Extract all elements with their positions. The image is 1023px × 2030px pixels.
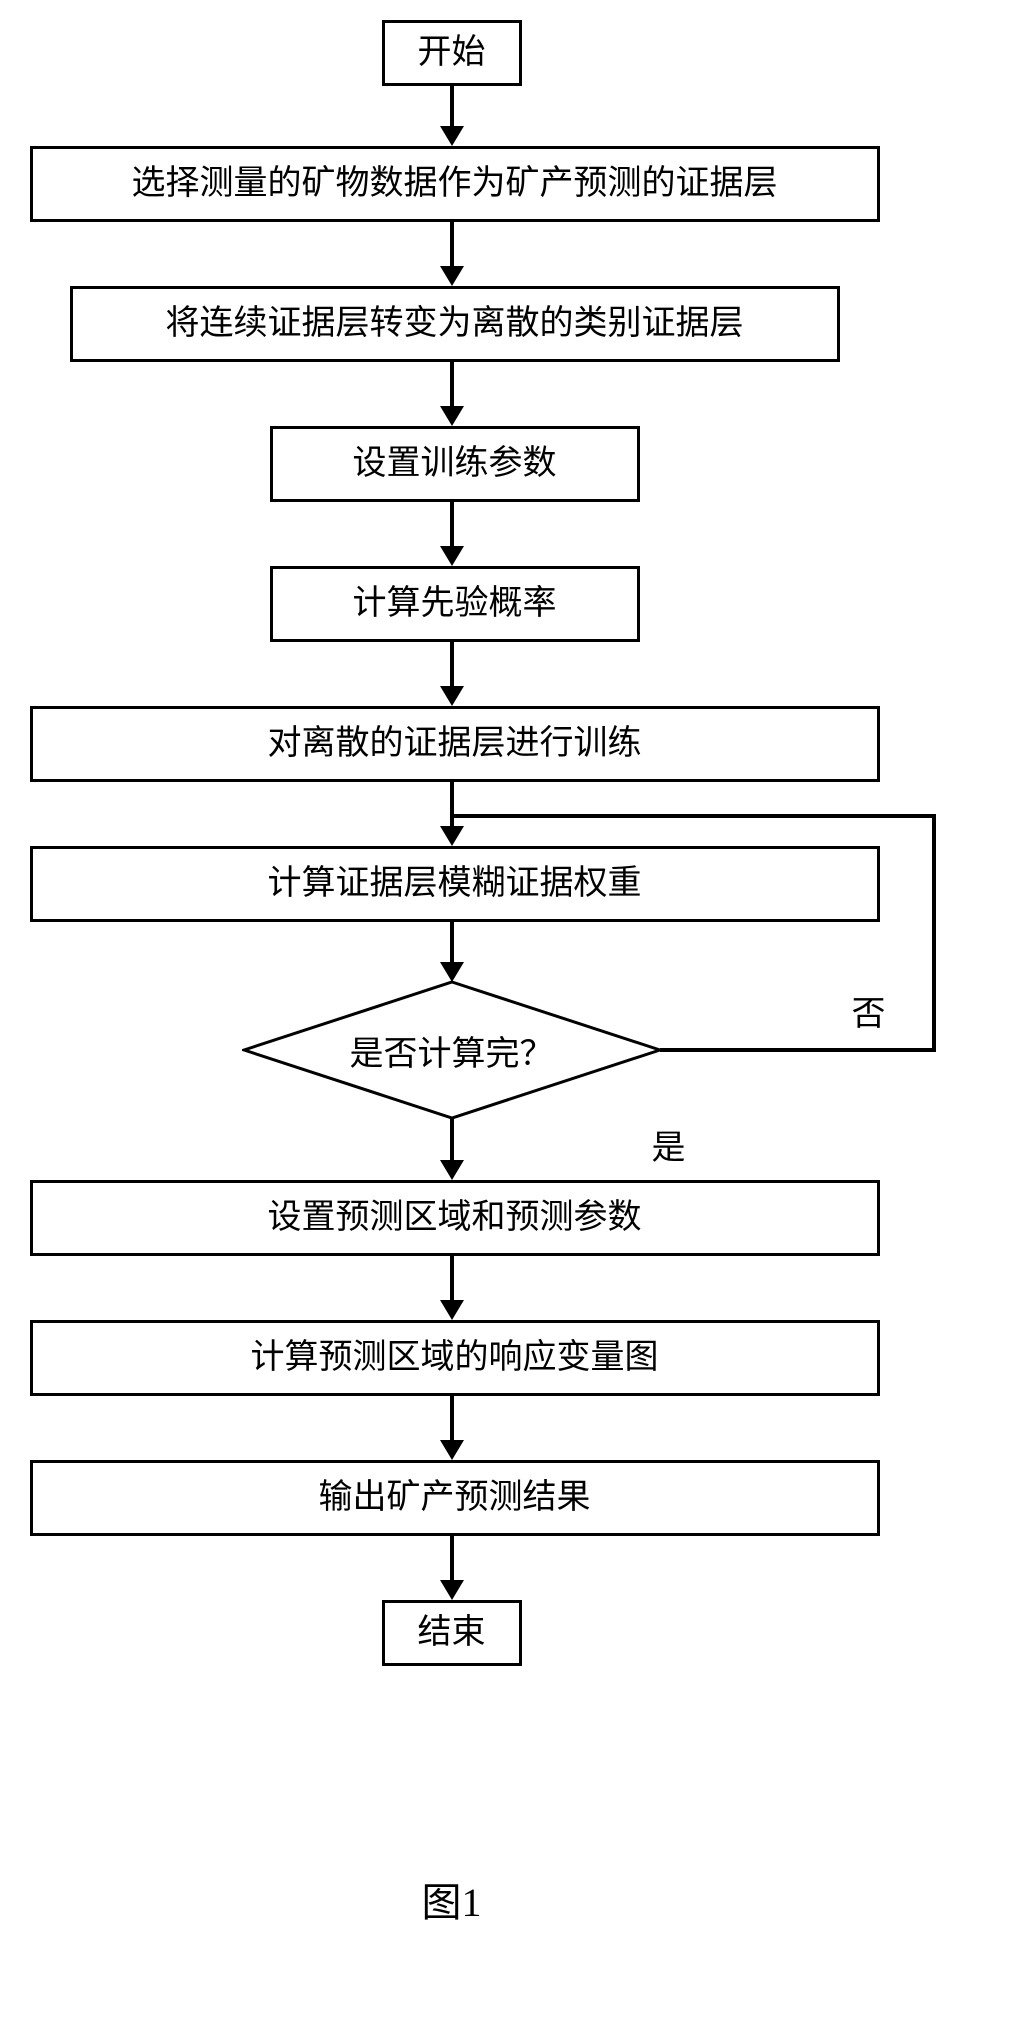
arrow-line bbox=[450, 502, 454, 546]
arrow-line bbox=[450, 1396, 454, 1440]
arrow-head bbox=[440, 826, 464, 846]
arrow-line bbox=[450, 642, 454, 686]
arrow-head bbox=[440, 1300, 464, 1320]
step-7: 设置预测区域和预测参数 bbox=[30, 1180, 880, 1256]
arrow-head bbox=[440, 546, 464, 566]
arrow-line bbox=[450, 1118, 454, 1160]
label-yes: 是 bbox=[652, 1120, 686, 1169]
arrow-line bbox=[450, 222, 454, 266]
arrow-line bbox=[450, 782, 454, 826]
step-6: 计算证据层模糊证据权重 bbox=[30, 846, 880, 922]
arrow-line bbox=[450, 86, 454, 126]
loop-line bbox=[932, 814, 936, 1052]
start-node: 开始 bbox=[382, 20, 522, 86]
decision-label: 是否计算完？ bbox=[350, 1026, 554, 1075]
arrow-line bbox=[450, 1536, 454, 1580]
arrow-head bbox=[440, 686, 464, 706]
end-node: 结束 bbox=[382, 1600, 522, 1666]
loop-line bbox=[660, 1048, 936, 1052]
step-2: 将连续证据层转变为离散的类别证据层 bbox=[70, 286, 840, 362]
decision-1: 是否计算完？ bbox=[242, 980, 662, 1120]
arrow-head bbox=[440, 126, 464, 146]
figure-caption: 图1 bbox=[422, 1870, 482, 1928]
arrow-head bbox=[440, 1580, 464, 1600]
step-4: 计算先验概率 bbox=[270, 566, 640, 642]
label-no: 否 bbox=[852, 986, 886, 1035]
arrow-head bbox=[440, 266, 464, 286]
arrow-line bbox=[450, 362, 454, 406]
step-5: 对离散的证据层进行训练 bbox=[30, 706, 880, 782]
arrow-head bbox=[440, 962, 464, 982]
step-8: 计算预测区域的响应变量图 bbox=[30, 1320, 880, 1396]
step-1: 选择测量的矿物数据作为矿产预测的证据层 bbox=[30, 146, 880, 222]
arrow-head bbox=[440, 1160, 464, 1180]
arrow-line bbox=[450, 1256, 454, 1300]
loop-line bbox=[452, 814, 936, 818]
arrow-line bbox=[450, 922, 454, 962]
arrow-head bbox=[440, 1440, 464, 1460]
step-3: 设置训练参数 bbox=[270, 426, 640, 502]
flowchart-container: 开始 选择测量的矿物数据作为矿产预测的证据层 将连续证据层转变为离散的类别证据层… bbox=[12, 20, 1012, 2010]
step-9: 输出矿产预测结果 bbox=[30, 1460, 880, 1536]
arrow-head bbox=[440, 406, 464, 426]
